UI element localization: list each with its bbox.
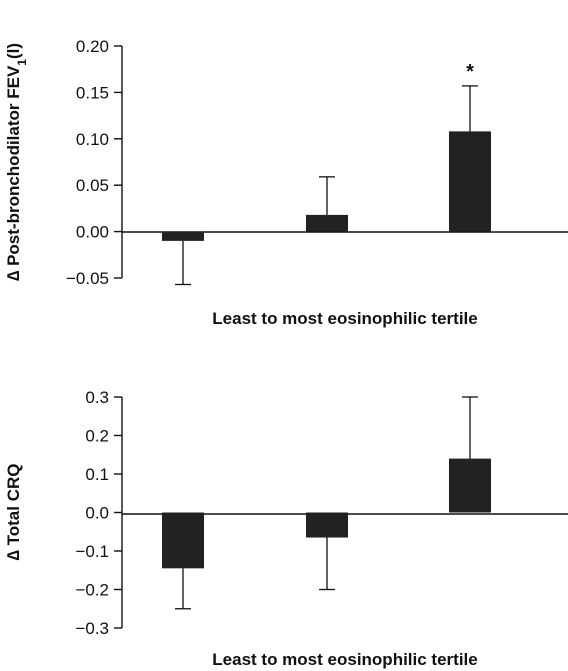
error-bars [175,85,478,286]
bar [306,512,348,538]
bar [306,214,348,232]
y-tick-label: 0.2 [85,427,109,446]
y-axis-title: ∆ Total CRQ [4,464,23,561]
x-axis-title: Least to most eosinophilic tertile [212,650,477,669]
y-axis-title-unit: (l) [4,43,23,59]
y-tick-label: 0.15 [76,83,109,102]
y-tick-label: −0.05 [66,269,109,288]
chart-crq: 0.3 0.2 0.1 0.0 −0.1 −0.2 −0.3 Least to most e… [4,388,568,669]
y-tick-label: 0.3 [85,388,109,407]
y-tick-label: 0.05 [76,176,109,195]
chart-fev1: 0.20 0.15 0.10 0.05 0.00 −0.05 * Least to mos… [4,37,568,328]
y-tick-label: −0.2 [75,581,109,600]
y-axis-title-main: ∆ Post-bronchodilator FEV [4,65,23,281]
bar [162,512,204,569]
y-tick-label: 0.20 [76,37,109,56]
x-axis-title: Least to most eosinophilic tertile [212,309,477,328]
y-tick-label: 0.0 [85,504,109,523]
y-tick-label: 0.00 [76,223,109,242]
y-ticks: 0.20 0.15 0.10 0.05 0.00 −0.05 [66,37,122,288]
y-axis-title: ∆ Post-bronchodilator FEV1(l) [4,43,29,281]
error-bars [175,396,478,610]
bars [162,131,491,241]
y-tick-label: 0.1 [85,465,109,484]
y-axis-title-subscript: 1 [15,59,29,66]
bar [162,231,204,241]
y-ticks: 0.3 0.2 0.1 0.0 −0.1 −0.2 −0.3 [75,388,122,638]
significance-annotation: * [466,61,474,83]
y-tick-label: 0.10 [76,130,109,149]
y-tick-label: −0.3 [75,619,109,638]
y-tick-label: −0.1 [75,542,109,561]
bar [449,458,491,513]
bars [162,458,491,569]
bar [449,131,491,232]
